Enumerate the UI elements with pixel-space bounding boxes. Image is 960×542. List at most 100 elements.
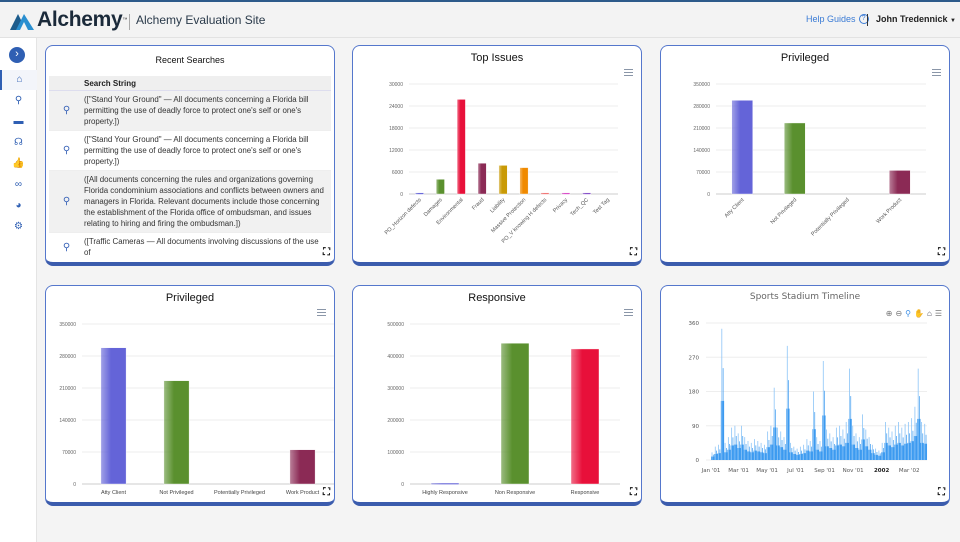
timeline-bar <box>884 442 888 460</box>
search-string: ([Traffic Cameras — All documents involv… <box>84 237 319 256</box>
sidebar-item-thumbs-up[interactable]: 👍 <box>0 154 37 174</box>
fullscreen-icon[interactable]: ⛶ <box>630 487 637 498</box>
y-tick-label: 12000 <box>389 148 403 154</box>
fullscreen-icon[interactable]: ⛶ <box>323 487 330 498</box>
y-tick-label: 100000 <box>387 450 404 456</box>
sidebar-item-link[interactable]: ∞ <box>0 175 37 195</box>
x-tick-label: Sep '01 <box>814 468 835 474</box>
search-icon[interactable]: ⚲ <box>62 105 71 116</box>
timeline-bar <box>864 446 869 460</box>
timeline-bar <box>845 442 849 460</box>
timeline-bar <box>828 448 833 460</box>
search-icon[interactable]: ⚲ <box>62 145 71 156</box>
timeline-chart: 0 90 180 270 360 Jan '01 Mar '01 May '01 Jul '01… <box>689 321 928 474</box>
menu-icon[interactable]: ☰ <box>934 309 942 318</box>
bar-tech-qc <box>582 192 592 195</box>
y-tick-label: 140000 <box>59 418 76 424</box>
chart-menu-icon[interactable] <box>624 309 633 316</box>
timeline-bar <box>773 427 777 460</box>
top-header: Alchemy ™ Alchemy Evaluation Site Help Gu… <box>0 0 960 38</box>
timeline-bar <box>923 443 928 460</box>
caret-down-icon: ▼ <box>950 18 956 24</box>
x-tick-label: Not Privileged <box>159 490 193 496</box>
y-tick-label: 24000 <box>389 104 403 110</box>
responsive-chart: 0 100000 200000 300000 400000 500000 Highly Re… <box>387 322 620 496</box>
card-title: Recent Searches <box>155 55 225 65</box>
timeline-bar <box>760 452 764 460</box>
timeline-bar <box>727 449 731 460</box>
timeline-bar <box>881 452 885 460</box>
privileged-card-2: Privileged 0 70000 140000 210000 280000 35000… <box>45 285 335 506</box>
timeline-bar <box>733 444 738 460</box>
fullscreen-icon[interactable]: ⛶ <box>630 247 637 258</box>
table-row[interactable]: ⚲ (["Stand Your Ground" — All documents c… <box>49 131 331 171</box>
timeline-bar <box>861 439 865 460</box>
bar-atty-client <box>100 347 127 485</box>
sidebar-item-search[interactable]: ⚲ <box>0 91 37 111</box>
search-icon: ⚲ <box>14 95 23 106</box>
y-tick-label: 0 <box>73 482 76 488</box>
sidebar-item-home[interactable]: ⌂ <box>0 70 37 90</box>
timeline-bar <box>724 452 728 460</box>
y-tick-label: 0 <box>401 482 404 488</box>
zoom-out-icon[interactable]: ⊖ <box>895 309 903 318</box>
timeline-bar <box>789 452 793 460</box>
user-menu[interactable]: John Tredennick ▼ <box>876 14 956 24</box>
y-tick-label: 70000 <box>62 450 76 456</box>
sidebar-item-brain[interactable]: ☊ <box>0 133 37 153</box>
bar-atty-client <box>731 100 753 195</box>
x-tick-label: 2002 <box>874 468 889 474</box>
x-tick-label: Nov '01 <box>843 468 864 474</box>
timeline-bar <box>786 408 790 460</box>
zoom-in-icon[interactable]: ⊕ <box>885 309 893 318</box>
y-tick-label: 0 <box>400 192 403 198</box>
sidebar-item-settings[interactable]: ⚙ <box>0 217 37 237</box>
bar-not-privileged <box>784 122 806 195</box>
table-row[interactable]: ⚲ ([Traffic Cameras — All documents invol… <box>49 233 331 256</box>
timeline-bar <box>802 453 806 460</box>
x-tick-label: Mar '01 <box>728 468 749 474</box>
search-icon[interactable]: ⚲ <box>62 241 71 253</box>
y-tick-label: 30000 <box>389 82 403 88</box>
y-tick-label: 280000 <box>693 104 710 110</box>
y-tick-label: 350000 <box>59 322 76 328</box>
timeline-bar <box>815 449 820 460</box>
y-tick-label: 350000 <box>693 82 710 88</box>
table-row[interactable]: ⚲ ([All documents concerning the rules an… <box>49 171 331 233</box>
fullscreen-icon[interactable]: ⛶ <box>938 247 945 258</box>
timeline-bar <box>717 453 721 460</box>
x-tick-label: Liability <box>489 197 506 214</box>
pan-icon[interactable]: ✋ <box>914 309 924 318</box>
fullscreen-icon[interactable]: ⛶ <box>938 487 945 498</box>
y-tick-label: 90 <box>692 424 699 430</box>
search-string: ([All documents concerning the rules and… <box>84 175 324 228</box>
x-tick-label: Highly Responsive <box>422 490 468 496</box>
timeline-bar <box>894 444 898 460</box>
help-guides-link[interactable]: Help Guides? <box>806 14 869 24</box>
timeline-bar <box>711 456 715 460</box>
divider <box>867 14 868 26</box>
chart-menu-icon[interactable] <box>317 309 326 316</box>
bar-environmental <box>456 99 466 195</box>
y-tick-label: 270 <box>689 355 700 361</box>
y-tick-label: 500000 <box>387 322 404 328</box>
x-tick-label: Mar '02 <box>899 468 920 474</box>
table-row[interactable]: ⚲ (["Stand Your Ground" — All documents c… <box>49 91 331 131</box>
chart-menu-icon[interactable] <box>932 69 941 76</box>
help-label: Help Guides <box>806 14 856 24</box>
timeline-bar <box>848 418 852 460</box>
sidebar-item-pie-chart[interactable]: ◕ <box>0 196 37 216</box>
reset-home-icon[interactable]: ⌂ <box>926 309 932 318</box>
y-tick-label: 360 <box>689 321 700 327</box>
chart-menu-icon[interactable] <box>624 69 633 76</box>
alchemy-logo[interactable]: Alchemy ™ <box>10 8 127 32</box>
search-icon[interactable]: ⚲ <box>62 196 71 207</box>
y-tick-label: 0 <box>707 192 710 198</box>
sidebar-item-folder[interactable]: ▬ <box>0 112 37 132</box>
timeline-bar <box>783 449 787 460</box>
y-tick-label: 280000 <box>59 354 76 360</box>
selection-zoom-icon[interactable]: ⚲ <box>905 309 912 318</box>
fullscreen-icon[interactable]: ⛶ <box>323 247 330 258</box>
timeline-bar <box>920 442 924 460</box>
expand-sidebar-button[interactable]: › <box>9 47 25 63</box>
